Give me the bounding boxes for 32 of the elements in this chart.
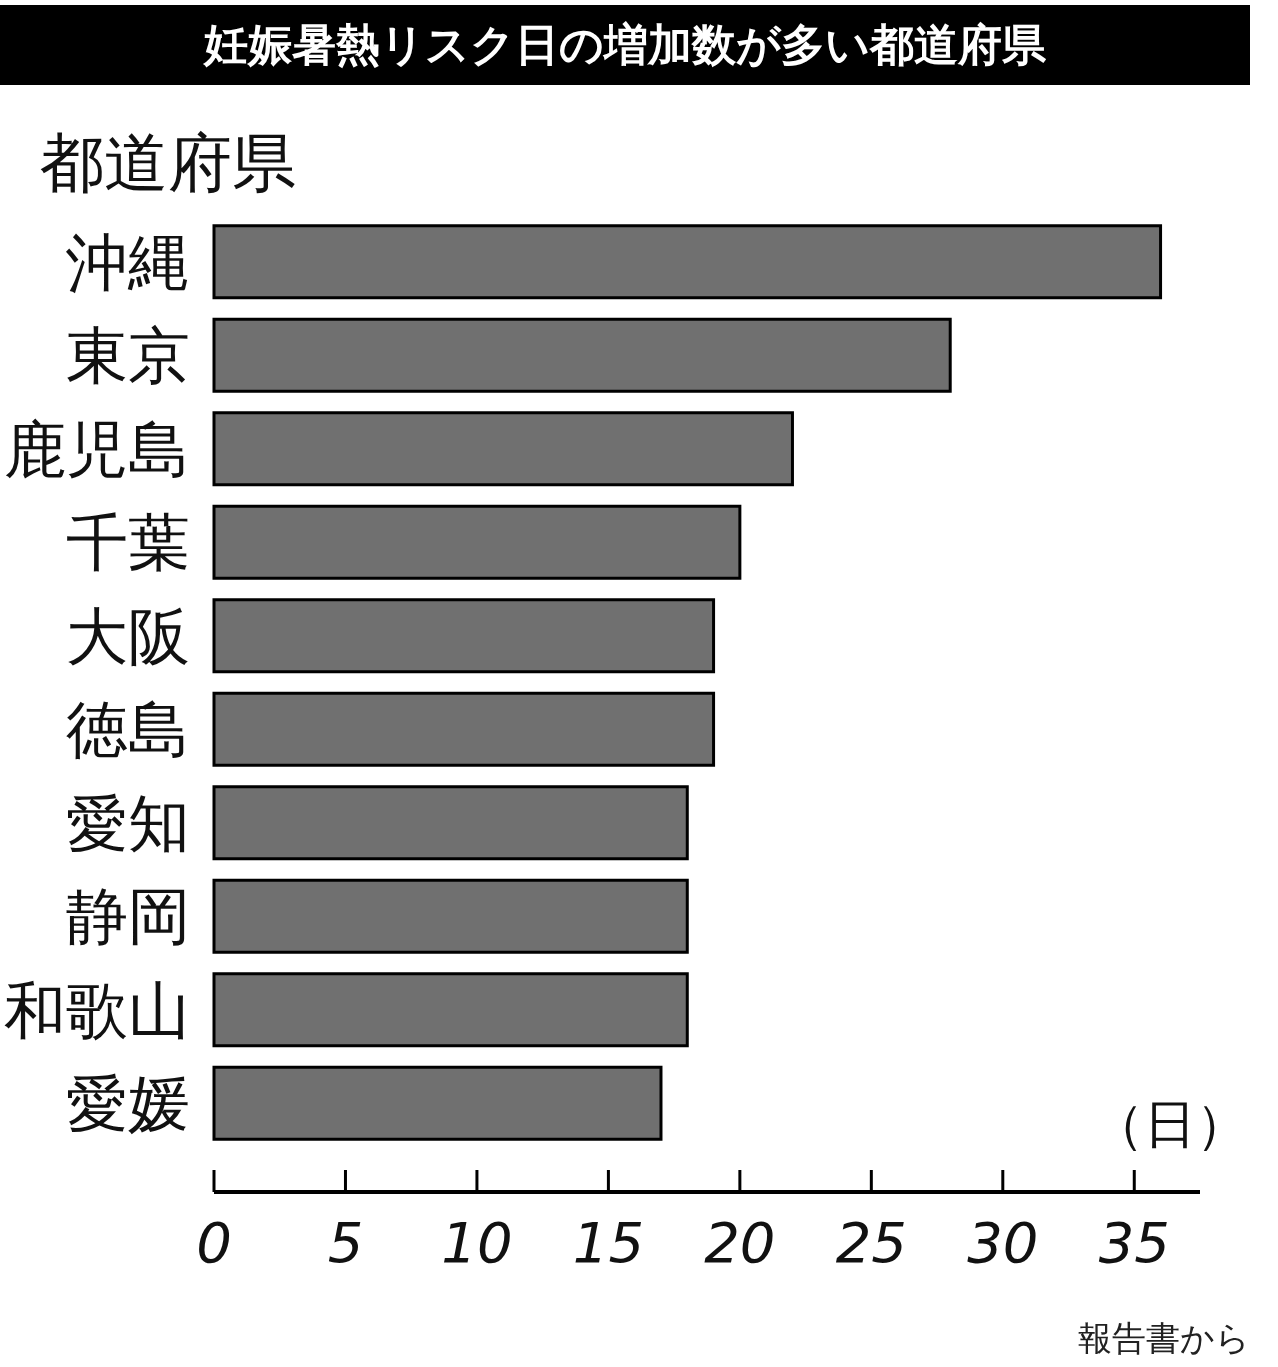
- bar: [212, 972, 689, 1048]
- y-tick-label: 愛媛: [66, 1067, 190, 1141]
- y-tick-label: 沖縄: [66, 225, 190, 299]
- chart-title: 妊娠暑熱リスク日の増加数が多い都道府県: [202, 19, 1047, 70]
- bar: [212, 317, 952, 393]
- x-tick-label: 5: [327, 1210, 364, 1275]
- y-tick-label: 愛知: [66, 786, 190, 860]
- bar: [212, 411, 794, 487]
- y-axis-title: 都道府県: [40, 126, 296, 200]
- y-tick-label: 和歌山: [4, 973, 190, 1047]
- text: 報告書から: [1078, 1318, 1250, 1358]
- y-tick-label: 大阪: [66, 599, 190, 673]
- y-tick-label: 千葉: [66, 506, 190, 580]
- bar: [212, 1065, 663, 1141]
- x-tick-label: 25: [835, 1210, 907, 1275]
- bar: [212, 691, 716, 767]
- x-tick-label: 35: [1098, 1210, 1170, 1275]
- x-tick-label: 20: [704, 1210, 776, 1275]
- x-tick-label: 15: [572, 1210, 645, 1275]
- x-tick-label: 10: [441, 1210, 513, 1275]
- bar: [212, 785, 689, 861]
- y-tick-label: 東京: [66, 319, 190, 393]
- bar: [212, 224, 1163, 300]
- x-tick-label: 30: [967, 1210, 1039, 1275]
- y-tick-label: 静岡: [66, 880, 190, 954]
- y-tick-label: 鹿児島: [4, 412, 190, 486]
- x-tick-label: 0: [196, 1210, 232, 1275]
- bar: [212, 878, 689, 954]
- x-axis-title: （日）: [1092, 1094, 1248, 1154]
- bar: [212, 504, 742, 580]
- y-tick-label: 徳島: [66, 693, 190, 767]
- bar: [212, 598, 716, 674]
